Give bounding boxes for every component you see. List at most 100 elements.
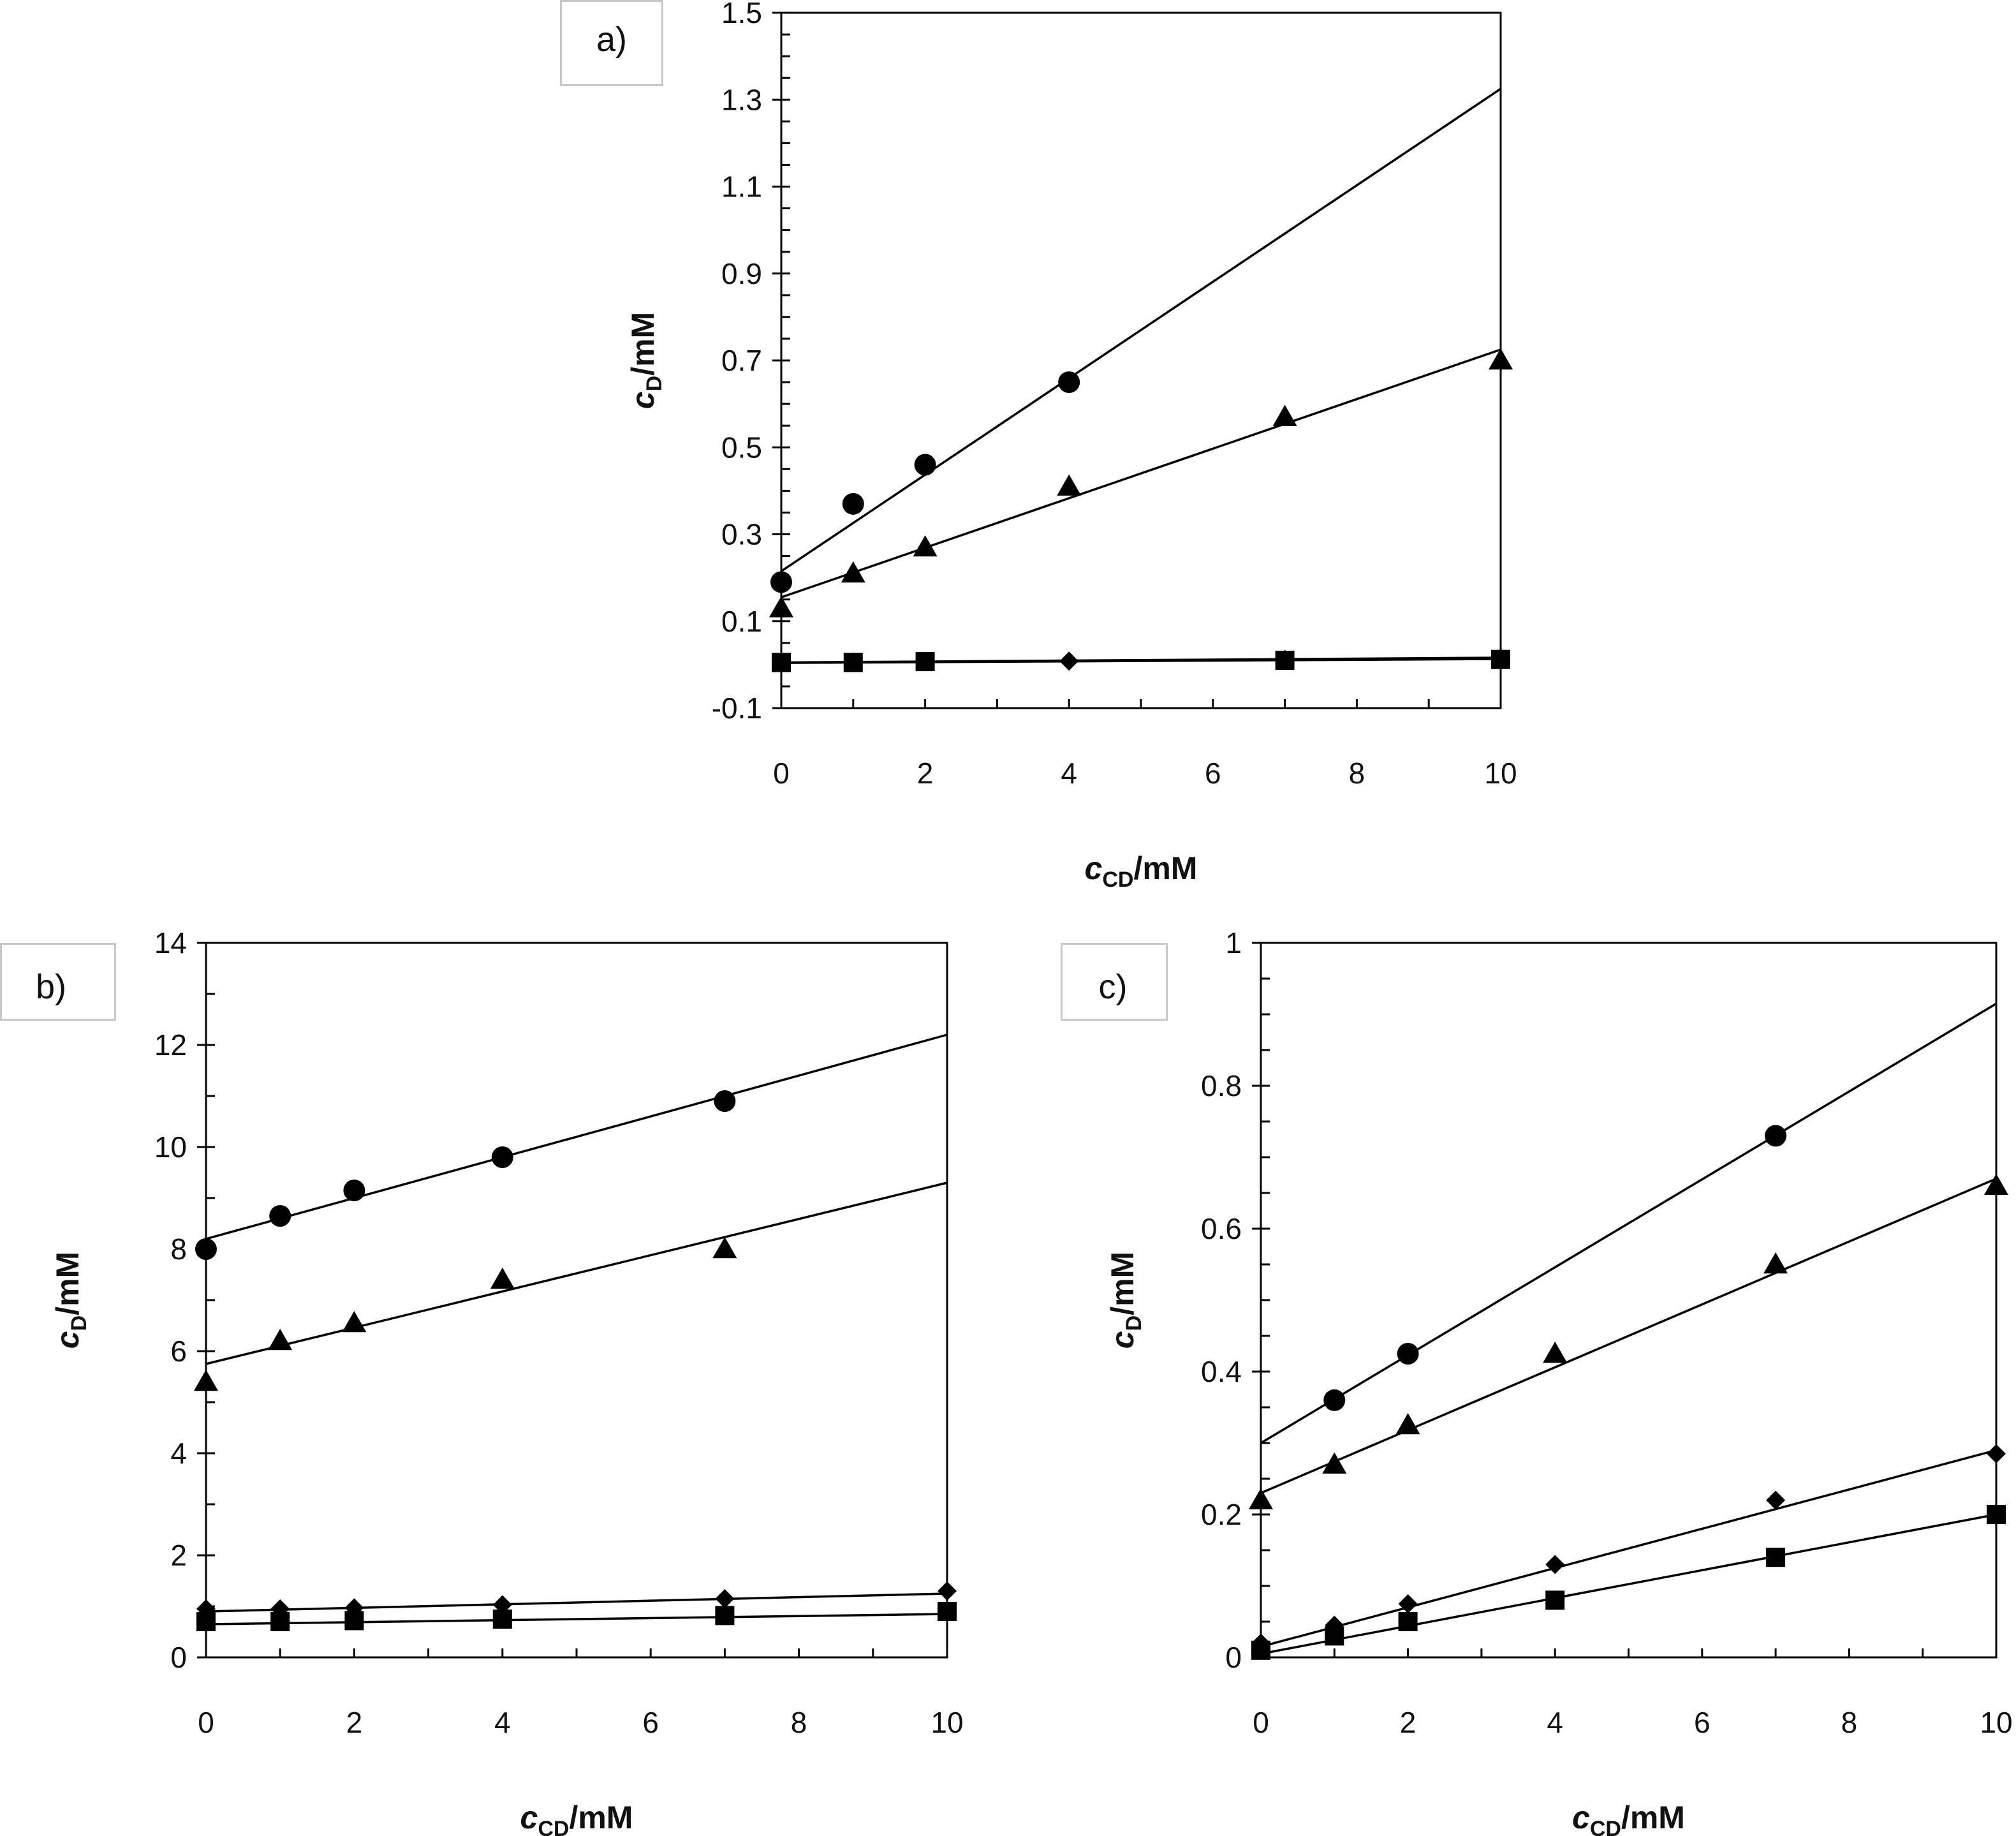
y-tick-label: 0.1 [721,605,762,638]
fit-line-triangle [781,348,1501,598]
fit-line-circle [205,1033,948,1240]
data-point-triangle [1489,348,1513,370]
data-point-triangle [490,1268,515,1289]
y-tick-label: 1.1 [721,170,762,204]
data-point-square [1325,1626,1344,1646]
y-tick-label: 0.9 [721,257,762,290]
data-point-circle [842,492,864,515]
series-circle [195,1033,948,1260]
data-point-circle [770,571,792,593]
data-point-square [1766,1548,1786,1567]
series-triangle [1249,1173,2008,1509]
y-tick-label: 14 [154,926,187,959]
x-tick-label: 4 [1547,1706,1563,1739]
x-tick-label: 10 [1484,757,1517,790]
y-axis-label: cD/mM [1105,1252,1146,1349]
x-tick-label: 8 [791,1706,807,1739]
plot-frame [1260,942,1998,1659]
data-point-triangle [1249,1488,1273,1509]
y-tick-label: 8 [170,1233,187,1266]
data-point-circle [1323,1389,1346,1411]
y-axis-label: cD/mM [625,312,666,409]
series-square [196,1602,957,1631]
x-tick-label: 0 [773,757,790,790]
y-tick-label: -0.1 [712,692,762,725]
series-diamond [196,1581,957,1618]
data-point-square [1987,1505,2006,1524]
data-point-triangle [913,535,938,557]
x-tick-label: 2 [917,757,934,790]
data-point-square [492,1610,512,1629]
fit-line-triangle [1260,1177,1997,1495]
x-tick-label: 6 [1205,757,1221,790]
fit-line-circle [781,87,1501,572]
x-tick-label: 2 [1400,1706,1416,1739]
data-point-square [1275,651,1295,670]
y-tick-label: 2 [170,1539,187,1572]
chart-panel-a: -0.1 0.1 0.3 0.5 0.7 0.9 1.1 1.3 1.5 0 2 4 6 8 10 cCD/m… [560,0,1517,892]
x-axis-label: cCD/mM [1572,1800,1685,1836]
data-point-triangle [769,596,793,618]
y-tick-label: 0.8 [1201,1069,1242,1102]
data-point-square [1398,1612,1418,1631]
data-point-square [344,1611,364,1631]
y-tick-label: 0.3 [721,518,762,551]
data-point-circle [1058,371,1080,394]
panel-label: c) [1099,968,1128,1006]
series-circle [770,87,1501,593]
data-point-circle [343,1180,365,1201]
y-tick-label: 0 [1225,1641,1242,1674]
y-tick-label: 0.7 [721,344,762,377]
data-point-triangle [712,1237,737,1259]
series-square [772,649,1510,672]
data-point-square [843,653,863,672]
data-point-square [1251,1640,1270,1660]
data-point-square [1491,649,1510,669]
data-point-diamond [1987,1444,2006,1463]
data-point-circle [714,1090,736,1112]
data-point-circle [491,1146,513,1168]
y-tick-label: 0.6 [1201,1212,1242,1245]
series-triangle [769,348,1513,618]
y-tick-label: 6 [170,1335,187,1368]
y-tick-label: 0.2 [1201,1498,1242,1531]
data-point-triangle [268,1329,293,1351]
data-point-diamond [1766,1490,1786,1510]
x-tick-label: 6 [642,1706,659,1739]
data-point-triangle [1272,404,1297,426]
data-point-square [772,653,791,672]
data-point-square [1545,1590,1565,1610]
data-point-triangle [1057,474,1082,496]
fit-line-circle [1260,1002,1997,1444]
fit-line-square [781,658,1501,664]
x-tick-label: 6 [1694,1706,1711,1739]
fit-line-diamond [1260,1449,1997,1648]
y-tick-label: 1 [1225,926,1242,959]
data-point-square [915,652,935,672]
data-point-triangle [1763,1252,1788,1274]
fit-line-triangle [205,1181,948,1365]
y-tick-label: 12 [154,1028,187,1062]
data-point-square [715,1606,735,1625]
panel-tag-box [1061,943,1168,1021]
x-tick-label: 4 [494,1706,511,1739]
y-tick-label: 1.3 [721,83,762,116]
x-tick-label: 0 [1253,1706,1269,1739]
y-tick-label: 1.5 [721,0,762,29]
data-point-circle [1765,1125,1787,1147]
data-point-diamond [1545,1555,1565,1574]
x-tick-label: 4 [1061,757,1077,790]
plot-frame [205,942,948,1659]
x-axis-label: cCD/mM [1085,850,1198,892]
x-axis-label: cCD/mM [520,1800,633,1836]
data-point-square [938,1602,957,1621]
data-point-circle [914,454,936,476]
x-tick-label: 10 [931,1706,963,1739]
data-point-triangle [1543,1342,1568,1363]
x-tick-label: 0 [198,1706,214,1739]
series-triangle [194,1181,948,1391]
data-point-square [270,1612,290,1631]
series-square [1251,1505,2006,1660]
fit-line-square [1260,1513,1997,1655]
